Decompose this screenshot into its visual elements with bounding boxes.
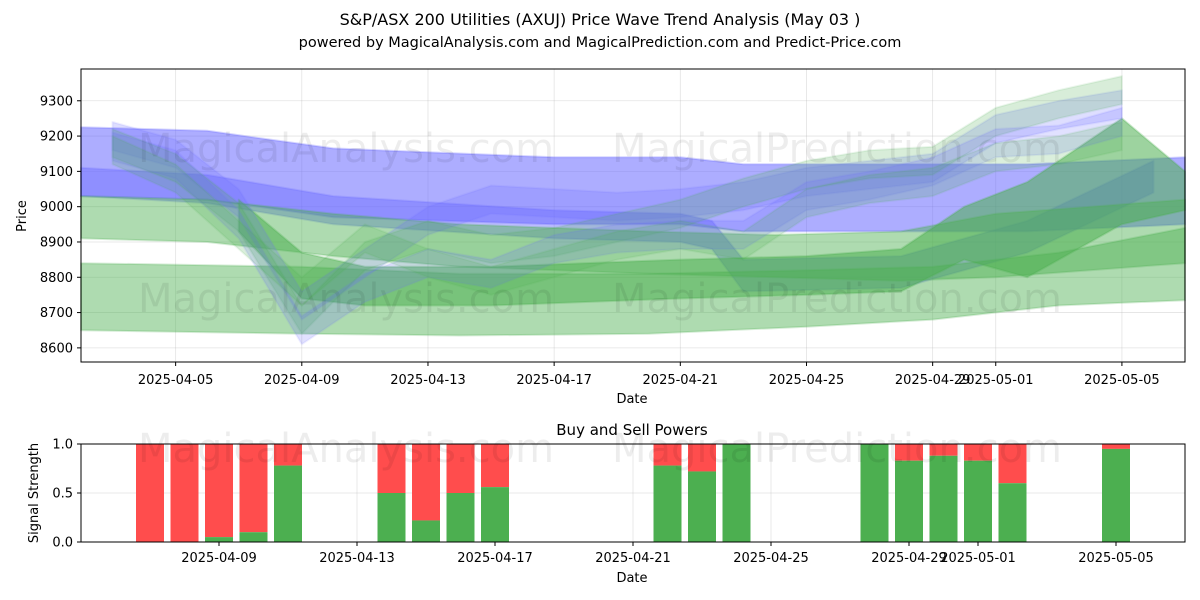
- price-y-tick-label: 9300: [40, 94, 73, 109]
- signal-y-tick-label: 1.0: [52, 438, 73, 453]
- buy-bar: [274, 465, 302, 542]
- price-x-tick-label: 2025-04-09: [264, 373, 340, 388]
- buy-bar: [929, 455, 958, 542]
- signal-x-tick-label: 2025-05-01: [940, 551, 1016, 566]
- watermark-2: MagicalPrediction.com: [612, 126, 1062, 172]
- buy-bar: [481, 487, 509, 542]
- signal-x-tick-label: 2025-04-09: [181, 551, 257, 566]
- sell-bar: [446, 444, 475, 493]
- signal-y-tick-label: 0.0: [52, 536, 73, 551]
- price-y-tick-label: 8800: [40, 271, 73, 286]
- price-y-tick-label: 9000: [40, 200, 73, 215]
- price-x-tick-label: 2025-04-21: [643, 373, 719, 388]
- price-x-tick-label: 2025-05-01: [958, 373, 1034, 388]
- sell-bar: [1102, 444, 1130, 449]
- price-y-ticks: 8600 8700 8800 8900 9000 9100 9200 9300: [40, 94, 81, 356]
- sell-bar: [964, 444, 992, 461]
- sell-bar: [239, 444, 268, 533]
- sell-bar: [377, 444, 406, 493]
- sell-bar: [688, 444, 716, 472]
- price-y-tick-label: 9100: [40, 165, 73, 180]
- watermark-1: MagicalAnalysis.com: [138, 126, 554, 172]
- sell-bar: [481, 444, 509, 488]
- chart-title-line2: powered by MagicalAnalysis.com and Magic…: [299, 35, 902, 51]
- buy-bar: [412, 520, 440, 542]
- price-band-6: [111, 89, 1123, 321]
- buy-bar: [446, 493, 475, 542]
- sell-bar: [205, 444, 233, 538]
- price-y-tick-label: 9200: [40, 130, 73, 145]
- signal-y-tick-label: 0.5: [52, 487, 73, 502]
- signal-x-tick-label: 2025-05-05: [1078, 551, 1154, 566]
- signal-x-tick-label: 2025-04-25: [733, 551, 809, 566]
- buy-bar: [964, 460, 992, 542]
- signal-x-ticks: 2025-04-09 2025-04-13 2025-04-17 2025-04-21…: [181, 542, 1154, 566]
- sell-bar: [653, 444, 682, 466]
- buy-bar: [653, 465, 682, 542]
- signal-x-tick-label: 2025-04-21: [595, 551, 671, 566]
- price-y-tick-label: 8600: [40, 341, 73, 356]
- price-x-label: Date: [616, 392, 647, 407]
- buy-bar: [377, 493, 406, 542]
- price-x-tick-label: 2025-04-05: [138, 373, 214, 388]
- watermark-4: MagicalPrediction.com: [612, 276, 1062, 322]
- buy-bar: [688, 471, 716, 542]
- watermark-6: MagicalPrediction.com: [612, 426, 1062, 472]
- chart-title-line1: S&P/ASX 200 Utilities (AXUJ) Price Wave …: [340, 10, 861, 29]
- price-y-tick-label: 8700: [40, 306, 73, 321]
- sell-bar: [895, 444, 923, 461]
- price-band-7: [111, 75, 1123, 335]
- price-x-tick-label: 2025-04-29: [895, 373, 971, 388]
- price-x-tick-label: 2025-05-05: [1084, 373, 1160, 388]
- signal-x-tick-label: 2025-04-29: [871, 551, 947, 566]
- price-band-8: [111, 106, 1123, 346]
- signal-title: Buy and Sell Powers: [556, 421, 708, 439]
- signal-bars: [136, 444, 1130, 542]
- buy-bar: [895, 460, 923, 542]
- buy-bar: [239, 532, 268, 542]
- sell-bar: [998, 444, 1027, 484]
- sell-bar: [274, 444, 302, 466]
- price-x-tick-label: 2025-04-25: [769, 373, 845, 388]
- watermark-3: MagicalAnalysis.com: [138, 276, 554, 322]
- watermarks: MagicalAnalysis.com MagicalPrediction.co…: [138, 126, 1062, 472]
- price-x-tick-label: 2025-04-17: [516, 373, 592, 388]
- signal-x-label: Date: [616, 571, 647, 586]
- price-x-tick-label: 2025-04-13: [390, 373, 466, 388]
- sell-bar: [170, 444, 199, 542]
- price-y-tick-label: 8900: [40, 235, 73, 250]
- buy-bar: [860, 444, 889, 542]
- price-plot-frame: [80, 68, 1186, 363]
- price-bands: [80, 75, 1186, 346]
- sell-bar: [412, 444, 440, 521]
- signal-y-ticks: 0.0 0.5 1.0: [52, 438, 81, 551]
- buy-bar: [205, 537, 233, 542]
- watermark-5: MagicalAnalysis.com: [138, 426, 554, 472]
- sell-bar: [136, 444, 164, 542]
- buy-bar: [1102, 448, 1130, 542]
- buy-bar: [998, 483, 1027, 542]
- signal-y-label: Signal Strength: [27, 443, 42, 543]
- signal-x-tick-label: 2025-04-13: [319, 551, 395, 566]
- signal-x-tick-label: 2025-04-17: [457, 551, 533, 566]
- price-band-9: [111, 121, 1123, 307]
- sell-bar: [929, 444, 958, 456]
- buy-bar: [722, 444, 751, 542]
- price-x-ticks: 2025-04-05 2025-04-09 2025-04-13 2025-04-17…: [138, 362, 1160, 388]
- price-y-label: Price: [15, 200, 30, 232]
